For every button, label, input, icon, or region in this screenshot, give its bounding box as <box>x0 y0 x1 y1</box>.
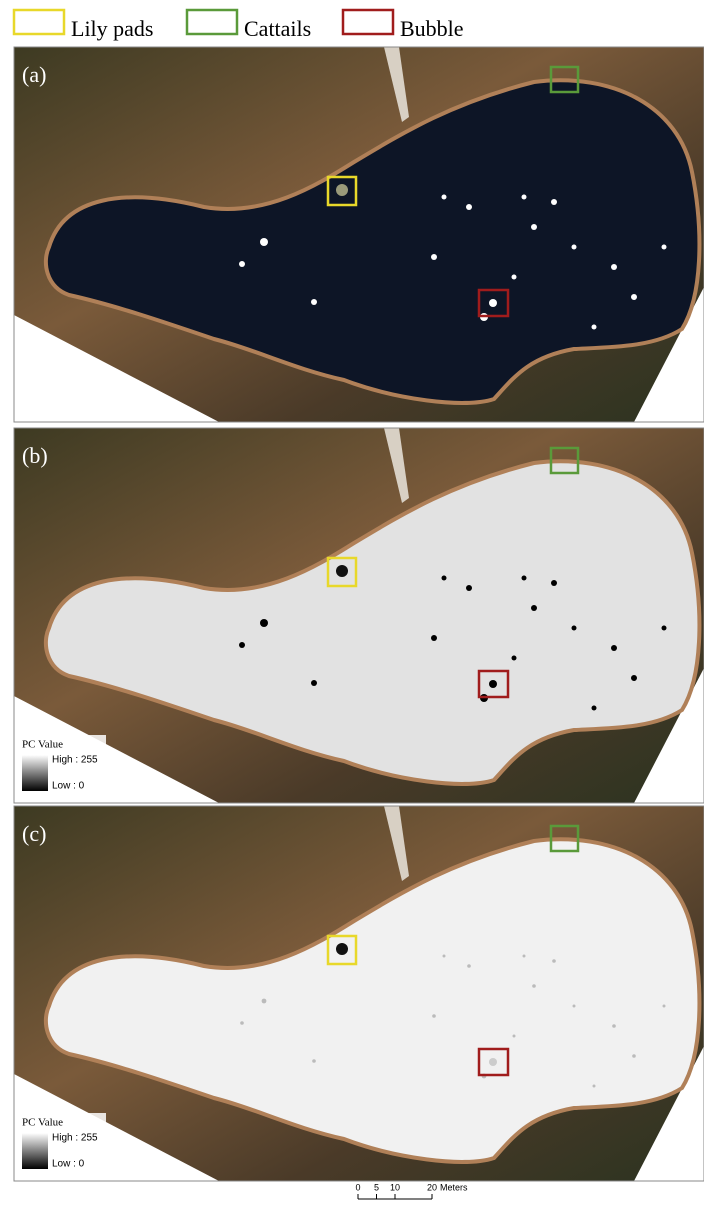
lake-feature <box>443 955 446 958</box>
lake-feature <box>662 626 667 631</box>
lake-feature <box>513 1035 516 1038</box>
lake-feature <box>467 964 471 968</box>
lake-feature <box>552 959 556 963</box>
lake-feature <box>260 619 268 627</box>
bubble <box>489 299 497 307</box>
lily-pad <box>336 184 348 196</box>
lake-feature <box>442 195 447 200</box>
lake-feature <box>531 224 537 230</box>
bubble <box>489 680 497 688</box>
lake-feature <box>466 585 472 591</box>
lily-pad <box>336 565 348 577</box>
lake-feature <box>522 576 527 581</box>
lake-feature <box>311 299 317 305</box>
lake-feature <box>240 1021 244 1025</box>
lake-feature <box>522 195 527 200</box>
lake-feature <box>572 626 577 631</box>
legend-swatch <box>343 10 393 34</box>
lake-feature <box>523 955 526 958</box>
scale-label: 20 <box>427 1182 437 1192</box>
lake-feature <box>312 1059 316 1063</box>
legend: Lily pads Cattails Bubble <box>14 10 464 41</box>
colorbar-title: PC Value <box>22 739 63 751</box>
legend-swatch <box>14 10 64 34</box>
lake-feature <box>512 656 517 661</box>
colorbar-title: PC Value <box>22 1117 63 1129</box>
lake-feature <box>592 706 597 711</box>
lake-feature <box>662 245 667 250</box>
lake-feature <box>551 580 557 586</box>
lake-feature <box>442 576 447 581</box>
colorbar <box>22 755 48 791</box>
colorbar <box>22 1133 48 1169</box>
legend-label: Cattails <box>244 16 311 41</box>
lake-feature <box>466 204 472 210</box>
panel-label: (c) <box>22 821 46 846</box>
lake-feature <box>239 642 245 648</box>
lake-feature <box>573 1005 576 1008</box>
lake-feature <box>632 1054 636 1058</box>
panels: (a) (b) PC Value High : 255 Low : 0 (c) PC Val… <box>14 47 704 1181</box>
bubble <box>489 1058 497 1066</box>
map-panel: (a) <box>14 47 704 422</box>
lake-feature <box>612 1024 616 1028</box>
legend-swatch <box>187 10 237 34</box>
lake-feature <box>532 984 536 988</box>
scale-label: 5 <box>374 1182 379 1192</box>
map-panel: (c) PC Value High : 255 Low : 0 <box>14 806 704 1181</box>
lake-feature <box>260 238 268 246</box>
lake-feature <box>531 605 537 611</box>
legend-label: Lily pads <box>71 16 154 41</box>
lake-feature <box>551 199 557 205</box>
lake-feature <box>592 325 597 330</box>
colorbar-high: High : 255 <box>52 1133 98 1144</box>
lake-feature <box>262 999 267 1004</box>
panel-label: (b) <box>22 443 48 468</box>
colorbar-low: Low : 0 <box>52 781 85 792</box>
lake-feature <box>631 294 637 300</box>
lake-feature <box>431 254 437 260</box>
lake-feature <box>611 645 617 651</box>
lake-feature <box>311 680 317 686</box>
lake-feature <box>611 264 617 270</box>
scale-label: 0 <box>355 1182 360 1192</box>
lake-feature <box>593 1085 596 1088</box>
colorbar-low: Low : 0 <box>52 1159 85 1170</box>
lake-feature <box>572 245 577 250</box>
scale-label: 10 <box>390 1182 400 1192</box>
lake-feature <box>432 1014 436 1018</box>
lily-pad <box>336 943 348 955</box>
legend-label: Bubble <box>400 16 464 41</box>
scale-unit: Meters <box>440 1182 468 1192</box>
map-panel: (b) PC Value High : 255 Low : 0 <box>14 428 704 803</box>
panel-label: (a) <box>22 62 46 87</box>
lake-feature <box>631 675 637 681</box>
lake-feature <box>512 275 517 280</box>
lake-feature <box>431 635 437 641</box>
colorbar-high: High : 255 <box>52 755 98 766</box>
lake-feature <box>663 1005 666 1008</box>
figure: Lily pads Cattails Bubble (a) (b) PC Value Hi… <box>0 0 704 1205</box>
lake-feature <box>239 261 245 267</box>
